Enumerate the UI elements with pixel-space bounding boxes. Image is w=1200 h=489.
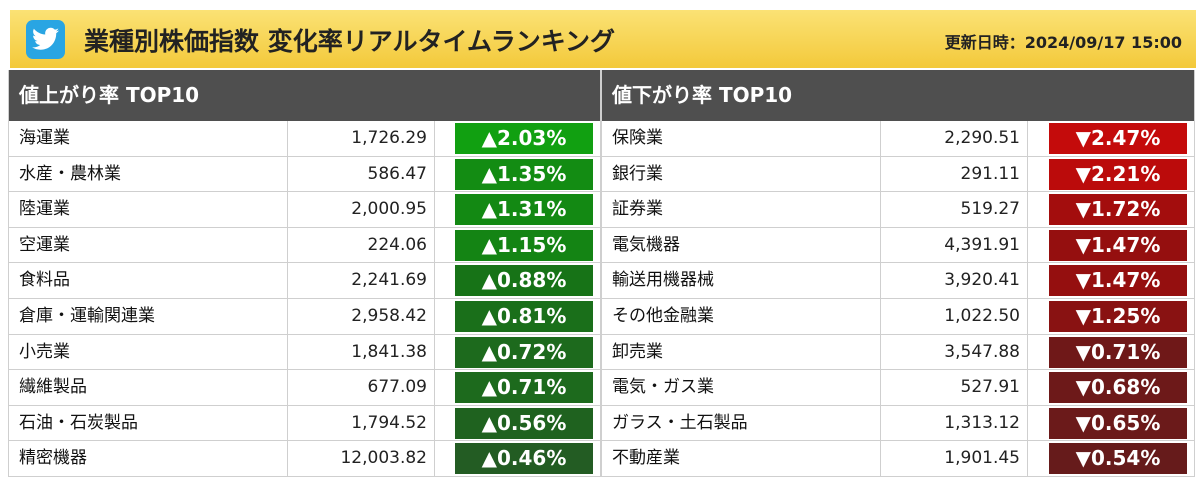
change-badge: ▼2.21% [1049, 158, 1187, 190]
change-badge: ▲0.56% [455, 407, 593, 439]
change-badge: ▼1.47% [1049, 265, 1187, 297]
losers-list: 保険業 2,290.51 ▼2.47% 銀行業 291.11 ▼2.21% 証券業 519.2… [602, 121, 1194, 477]
change-badge: ▲1.35% [455, 158, 593, 190]
table-row: 証券業 519.27 ▼1.72% [602, 192, 1194, 228]
index-value: 291.11 [880, 156, 1028, 192]
change-badge: ▼1.72% [1049, 194, 1187, 226]
table-row: 繊維製品 677.09 ▲0.71% [9, 370, 600, 406]
gainers-heading: 値上がり率 TOP10 [9, 70, 600, 121]
index-value: 1,313.12 [880, 405, 1028, 441]
index-value: 3,920.41 [880, 263, 1028, 298]
index-value: 12,003.82 [287, 441, 435, 476]
change-badge: ▼0.68% [1049, 372, 1187, 404]
index-value: 3,547.88 [880, 334, 1028, 370]
sector-name: 銀行業 [612, 163, 663, 184]
sector-name: 電気・ガス業 [612, 377, 714, 398]
table-row: 小売業 1,841.38 ▲0.72% [9, 334, 600, 371]
index-value: 2,000.95 [287, 192, 435, 227]
index-value: 1,794.52 [287, 405, 435, 441]
losers-panel: 値下がり率 TOP10 保険業 2,290.51 ▼2.47% 銀行業 291.11 ▼2… [601, 70, 1195, 477]
index-value: 2,241.69 [287, 263, 435, 298]
sector-name: 保険業 [612, 128, 663, 148]
table-row: 銀行業 291.11 ▼2.21% [602, 156, 1194, 193]
table-row: 空運業 224.06 ▲1.15% [9, 227, 600, 264]
change-badge: ▼0.65% [1049, 407, 1187, 439]
table-row: その他金融業 1,022.50 ▼1.25% [602, 298, 1194, 335]
losers-heading: 値下がり率 TOP10 [602, 70, 1194, 121]
change-badge: ▼0.71% [1049, 336, 1187, 368]
change-badge: ▼0.54% [1049, 443, 1187, 475]
table-row: 精密機器 12,003.82 ▲0.46% [9, 441, 600, 477]
change-badge: ▼2.47% [1049, 123, 1187, 154]
gainers-list: 海運業 1,726.29 ▲2.03% 水産・農林業 586.47 ▲1.35% 陸運業 2,… [9, 121, 600, 477]
table-row: ガラス・土石製品 1,313.12 ▼0.65% [602, 405, 1194, 442]
table-row: 電気・ガス業 527.91 ▼0.68% [602, 370, 1194, 406]
sector-name: 電気機器 [612, 234, 680, 255]
sector-name: 輸送用機器械 [612, 270, 714, 291]
change-badge: ▲2.03% [455, 123, 593, 154]
index-value: 519.27 [880, 192, 1028, 227]
index-value: 224.06 [287, 227, 435, 263]
change-badge: ▲0.71% [455, 372, 593, 404]
table-row: 倉庫・運輸関連業 2,958.42 ▲0.81% [9, 298, 600, 335]
update-timestamp: 更新日時：2024/09/17 15:00 [944, 33, 1182, 52]
table-row: 陸運業 2,000.95 ▲1.31% [9, 192, 600, 228]
sector-name: 倉庫・運輸関連業 [19, 305, 155, 326]
sector-name: 陸運業 [19, 199, 70, 220]
index-value: 1,022.50 [880, 298, 1028, 334]
change-badge: ▲0.81% [455, 300, 593, 332]
table-row: 電気機器 4,391.91 ▼1.47% [602, 227, 1194, 264]
index-value: 1,726.29 [287, 121, 435, 156]
change-badge: ▲1.15% [455, 229, 593, 261]
table-row: 水産・農林業 586.47 ▲1.35% [9, 156, 600, 193]
index-value: 1,901.45 [880, 441, 1028, 476]
change-badge: ▲0.46% [455, 443, 593, 475]
sector-name: 石油・石炭製品 [19, 412, 138, 433]
table-row: 石油・石炭製品 1,794.52 ▲0.56% [9, 405, 600, 442]
sector-name: 空運業 [19, 234, 70, 255]
gainers-panel: 値上がり率 TOP10 海運業 1,726.29 ▲2.03% 水産・農林業 586.4… [8, 70, 601, 477]
sector-name: ガラス・土石製品 [612, 412, 748, 433]
sector-name: 証券業 [612, 199, 663, 220]
index-value: 4,391.91 [880, 227, 1028, 263]
table-row: 食料品 2,241.69 ▲0.88% [9, 263, 600, 299]
index-value: 677.09 [287, 370, 435, 405]
sector-name: 不動産業 [612, 448, 680, 469]
index-value: 527.91 [880, 370, 1028, 405]
table-row: 卸売業 3,547.88 ▼0.71% [602, 334, 1194, 371]
table-row: 輸送用機器械 3,920.41 ▼1.47% [602, 263, 1194, 299]
index-value: 2,958.42 [287, 298, 435, 334]
sector-name: 卸売業 [612, 341, 663, 362]
sector-name: 小売業 [19, 341, 70, 362]
index-value: 2,290.51 [880, 121, 1028, 156]
change-badge: ▼1.47% [1049, 229, 1187, 261]
sector-name: 水産・農林業 [19, 163, 121, 184]
change-badge: ▼1.25% [1049, 300, 1187, 332]
index-value: 586.47 [287, 156, 435, 192]
table-row: 海運業 1,726.29 ▲2.03% [9, 121, 600, 157]
sector-name: 食料品 [19, 270, 70, 291]
change-badge: ▲1.31% [455, 194, 593, 226]
table-row: 保険業 2,290.51 ▼2.47% [602, 121, 1194, 157]
change-badge: ▲0.88% [455, 265, 593, 297]
sector-name: 精密機器 [19, 448, 87, 469]
table-row: 不動産業 1,901.45 ▼0.54% [602, 441, 1194, 477]
header-bar: 業種別株価指数 変化率リアルタイムランキング 更新日時：2024/09/17 1… [10, 10, 1196, 68]
sector-name: 繊維製品 [19, 377, 87, 398]
sector-name: 海運業 [19, 128, 70, 148]
index-value: 1,841.38 [287, 334, 435, 370]
twitter-bird-icon[interactable] [26, 20, 65, 59]
page-title: 業種別株価指数 変化率リアルタイムランキング [84, 27, 615, 56]
sector-name: その他金融業 [612, 305, 714, 326]
change-badge: ▲0.72% [455, 336, 593, 368]
